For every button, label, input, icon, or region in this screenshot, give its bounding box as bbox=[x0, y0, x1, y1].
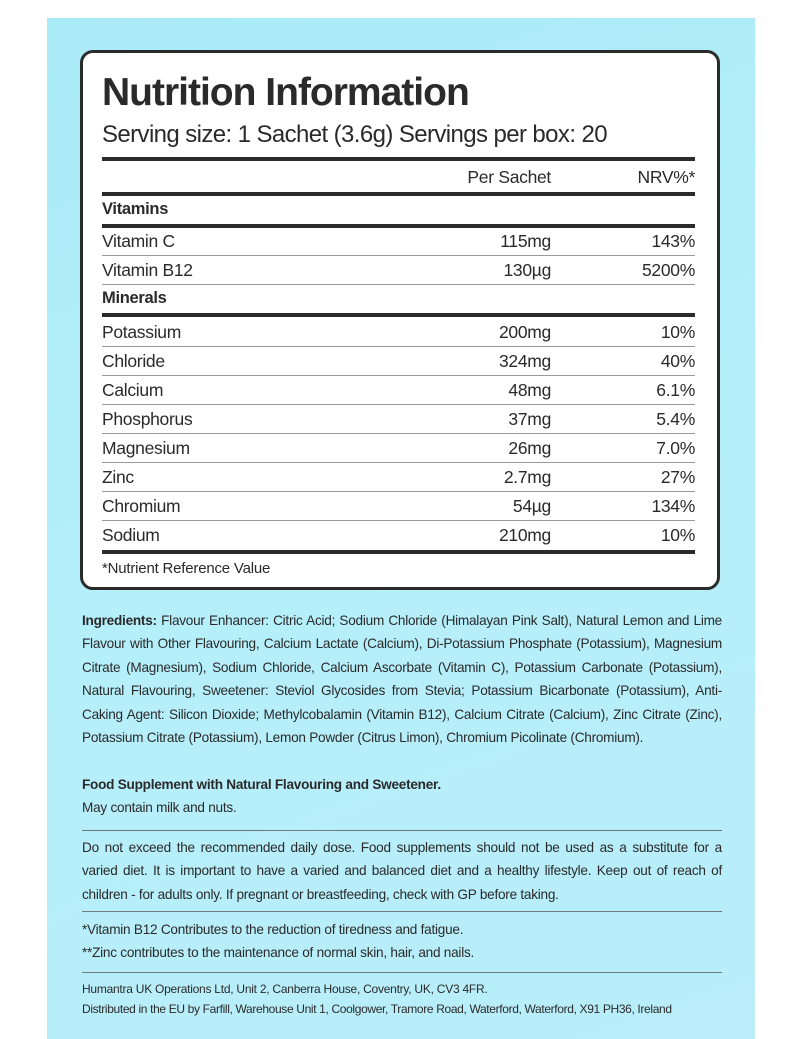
nutrient-name: Potassium bbox=[102, 322, 181, 342]
company-address: Humantra UK Operations Ltd, Unit 2, Canb… bbox=[82, 982, 488, 996]
row-divider bbox=[102, 346, 695, 347]
nutrient-name: Phosphorus bbox=[102, 409, 193, 429]
nutrient-nrv: 7.0% bbox=[656, 438, 695, 458]
row-divider bbox=[102, 491, 695, 492]
nutrient-row: Zinc 2.7mg 27% bbox=[102, 463, 695, 491]
col-per-sachet: Per Sachet bbox=[467, 167, 551, 187]
nutrient-nrv: 27% bbox=[660, 467, 695, 487]
section-label: Minerals bbox=[102, 289, 167, 307]
nutrient-name: Magnesium bbox=[102, 438, 190, 458]
nutrient-nrv: 5200% bbox=[642, 260, 695, 280]
divider bbox=[82, 830, 722, 831]
nutrient-nrv: 143% bbox=[651, 231, 695, 251]
section-label: Vitamins bbox=[102, 200, 169, 218]
nutrient-amount: 130µg bbox=[503, 260, 551, 280]
row-divider bbox=[102, 462, 695, 463]
nutrient-row: Phosphorus 37mg 5.4% bbox=[102, 405, 695, 433]
nutrient-name: Vitamin B12 bbox=[102, 260, 193, 280]
nutrient-name: Chromium bbox=[102, 496, 181, 516]
claim-b12: *Vitamin B12 Contributes to the reductio… bbox=[82, 922, 464, 937]
column-header: Per Sachet NRV%* bbox=[102, 163, 695, 191]
nutrient-amount: 37mg bbox=[508, 409, 551, 429]
row-divider bbox=[102, 284, 695, 285]
divider bbox=[102, 313, 695, 317]
divider bbox=[102, 224, 695, 228]
nutrient-name: Sodium bbox=[102, 525, 160, 545]
nutrient-amount: 54µg bbox=[512, 496, 551, 516]
nutrient-row: Calcium 48mg 6.1% bbox=[102, 376, 695, 404]
nutrient-row: Chromium 54µg 134% bbox=[102, 492, 695, 520]
warning-text: Do not exceed the recommended daily dose… bbox=[82, 840, 722, 902]
nutrient-nrv: 10% bbox=[660, 322, 695, 342]
nutrient-row: Vitamin C 115mg 143% bbox=[102, 227, 695, 255]
nutrient-name: Chloride bbox=[102, 351, 165, 371]
nutrient-amount: 115mg bbox=[500, 231, 551, 251]
ingredients-text: Flavour Enhancer: Citric Acid; Sodium Ch… bbox=[82, 613, 722, 746]
row-divider bbox=[102, 375, 695, 376]
nutrient-row: Vitamin B12 130µg 5200% bbox=[102, 256, 695, 284]
nutrient-row: Magnesium 26mg 7.0% bbox=[102, 434, 695, 462]
claim-zinc: **Zinc contributes to the maintenance of… bbox=[82, 945, 475, 960]
section-minerals: Minerals bbox=[102, 285, 695, 313]
nutrient-row: Potassium 200mg 10% bbox=[102, 318, 695, 346]
section-vitamins: Vitamins bbox=[102, 196, 695, 224]
nutrient-row: Chloride 324mg 40% bbox=[102, 347, 695, 375]
nutrient-row: Sodium 210mg 10% bbox=[102, 521, 695, 549]
nutrient-amount: 48mg bbox=[508, 380, 551, 400]
allergen-statement: May contain milk and nuts. bbox=[82, 800, 237, 815]
nutrient-nrv: 5.4% bbox=[656, 409, 695, 429]
row-divider bbox=[102, 433, 695, 434]
nutrient-name: Zinc bbox=[102, 467, 134, 487]
nutrient-amount: 210mg bbox=[498, 525, 551, 545]
nutrient-nrv: 6.1% bbox=[656, 380, 695, 400]
nutrient-nrv: 40% bbox=[660, 351, 695, 371]
col-nrv: NRV%* bbox=[637, 167, 695, 187]
nutrient-amount: 200mg bbox=[498, 322, 551, 342]
nutrient-name: Vitamin C bbox=[102, 231, 175, 251]
row-divider bbox=[102, 255, 695, 256]
nutrient-name: Calcium bbox=[102, 380, 164, 400]
ingredients: Ingredients: Flavour Enhancer: Citric Ac… bbox=[82, 609, 722, 749]
nutrient-amount: 26mg bbox=[508, 438, 551, 458]
nutrient-amount: 324mg bbox=[498, 351, 551, 371]
panel-title: Nutrition Information bbox=[102, 71, 470, 114]
row-divider bbox=[102, 404, 695, 405]
nutrient-nrv: 10% bbox=[660, 525, 695, 545]
nutrient-amount: 2.7mg bbox=[503, 467, 551, 487]
supplement-statement: Food Supplement with Natural Flavouring … bbox=[82, 777, 441, 792]
nutrition-panel: Nutrition Information Serving size: 1 Sa… bbox=[80, 50, 720, 590]
divider bbox=[102, 192, 695, 196]
divider bbox=[102, 157, 695, 161]
divider bbox=[82, 972, 722, 973]
divider bbox=[82, 911, 722, 912]
ingredients-label: Ingredients: bbox=[82, 613, 157, 628]
nrv-footnote: *Nutrient Reference Value bbox=[102, 560, 271, 577]
row-divider bbox=[102, 520, 695, 521]
serving-info: Serving size: 1 Sachet (3.6g) Servings p… bbox=[102, 121, 608, 148]
eu-distributor: Distributed in the EU by Farfill, Wareho… bbox=[82, 1002, 672, 1016]
nutrient-nrv: 134% bbox=[651, 496, 695, 516]
divider bbox=[102, 550, 695, 554]
